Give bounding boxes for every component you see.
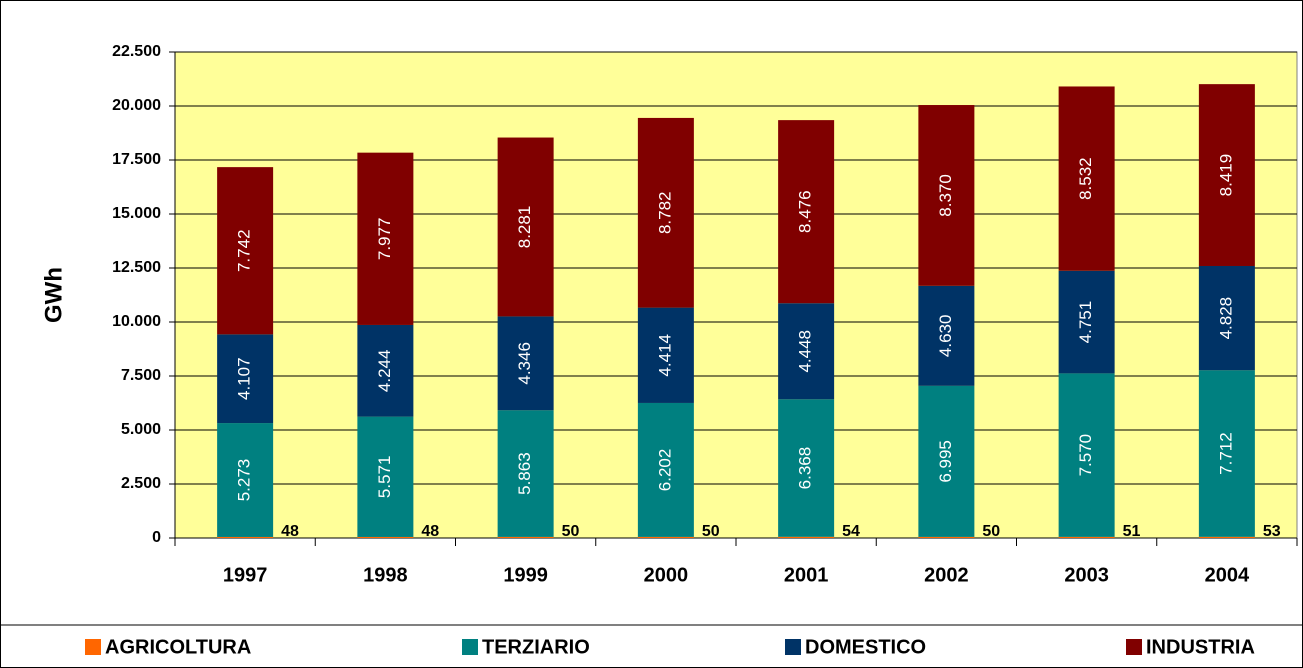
- y-axis-title: GWh: [40, 267, 67, 323]
- x-tick-label: 1998: [363, 564, 408, 586]
- data-label: 4.414: [655, 334, 674, 377]
- x-tick-label: 1999: [503, 564, 548, 586]
- x-tick-label: 2001: [784, 564, 829, 586]
- legend-swatch: [785, 639, 801, 655]
- bar-segment: [1198, 536, 1255, 538]
- bar-segment: [918, 385, 975, 537]
- x-tick-label: 2003: [1064, 564, 1109, 586]
- data-label: 48: [281, 523, 299, 540]
- data-label: 48: [421, 523, 439, 540]
- bar-segment: [778, 120, 835, 304]
- bar-segment: [357, 324, 414, 417]
- legend-swatch: [85, 639, 101, 655]
- data-label: 4.107: [235, 357, 254, 400]
- x-tick-label: 2000: [644, 564, 689, 586]
- x-tick-label: 2002: [924, 564, 969, 586]
- bar-segment: [357, 152, 414, 325]
- bar-segment: [1198, 370, 1255, 537]
- data-label: 8.419: [1216, 154, 1235, 197]
- bar-segment: [1058, 86, 1115, 271]
- data-label: 7.570: [1076, 434, 1095, 477]
- x-tick-label: 2004: [1205, 564, 1250, 586]
- y-tick-label: 17.500: [112, 151, 161, 168]
- data-label: 5.273: [235, 459, 254, 502]
- plot-area: [174, 51, 1298, 539]
- bar-segment: [918, 285, 975, 386]
- data-label: 4.346: [515, 342, 534, 385]
- data-label: 53: [1263, 523, 1281, 540]
- data-label: 8.281: [515, 206, 534, 249]
- bar-segment: [217, 423, 274, 537]
- legend-label: DOMESTICO: [805, 636, 926, 658]
- bar-segment: [637, 536, 694, 538]
- data-label: 5.571: [375, 456, 394, 499]
- data-label: 4.630: [936, 315, 955, 358]
- y-tick-label: 5.000: [121, 421, 161, 438]
- bar-segment: [217, 536, 274, 538]
- data-label: 8.532: [1076, 157, 1095, 200]
- data-label: 50: [982, 523, 1000, 540]
- data-label: 8.370: [936, 174, 955, 217]
- data-label: 7.712: [1216, 432, 1235, 475]
- bar-segment: [1058, 373, 1115, 537]
- legend-label: INDUSTRIA: [1146, 636, 1255, 658]
- data-label: 4.751: [1076, 301, 1095, 344]
- bar-segment: [918, 105, 975, 286]
- bar-segment: [497, 137, 554, 317]
- x-tick-label: 1997: [223, 564, 268, 586]
- bar-segment: [1198, 265, 1255, 371]
- data-label: 51: [1123, 523, 1141, 540]
- y-tick-label: 2.500: [121, 475, 161, 492]
- data-label: 6.995: [936, 440, 955, 483]
- bar-segment: [1198, 84, 1255, 266]
- bar-segment: [497, 410, 554, 537]
- bar-segment: [637, 402, 694, 537]
- bar-segment: [1058, 270, 1115, 374]
- bar-segment: [497, 536, 554, 538]
- bar-segment: [217, 334, 274, 424]
- data-label: 7.742: [235, 229, 254, 272]
- data-label: 50: [562, 523, 580, 540]
- bar-segment: [918, 536, 975, 538]
- data-label: 4.828: [1216, 297, 1235, 340]
- data-label: 5.863: [515, 452, 534, 495]
- bar-segment: [1058, 536, 1115, 538]
- data-label: 50: [702, 523, 720, 540]
- data-label: 8.782: [655, 191, 674, 234]
- bar-segment: [357, 536, 414, 538]
- y-tick-label: 12.500: [112, 259, 161, 276]
- legend-label: TERZIARIO: [482, 636, 590, 658]
- bar-segment: [637, 307, 694, 403]
- data-label: 7.977: [375, 218, 394, 261]
- bar-segment: [217, 167, 274, 335]
- bar-segment: [637, 117, 694, 308]
- bar-segment: [778, 536, 835, 538]
- data-label: 8.476: [796, 190, 815, 233]
- data-label: 54: [842, 523, 860, 540]
- data-label: 6.202: [655, 449, 674, 492]
- y-tick-label: 20.000: [112, 97, 161, 114]
- y-tick-label: 0: [152, 529, 161, 546]
- legend-swatch: [462, 639, 478, 655]
- bar-segment: [778, 303, 835, 400]
- bar-segment: [497, 316, 554, 411]
- data-label: 4.448: [796, 330, 815, 373]
- legend-label: AGRICOLTURA: [105, 636, 251, 658]
- data-label: 6.368: [796, 447, 815, 490]
- y-tick-label: 7.500: [121, 367, 161, 384]
- y-tick-label: 22.500: [112, 43, 161, 60]
- bar-segment: [357, 416, 414, 537]
- data-label: 4.244: [375, 350, 394, 393]
- y-tick-label: 15.000: [112, 205, 161, 222]
- legend-swatch: [1126, 639, 1142, 655]
- bar-segment: [778, 399, 835, 537]
- y-tick-label: 10.000: [112, 313, 161, 330]
